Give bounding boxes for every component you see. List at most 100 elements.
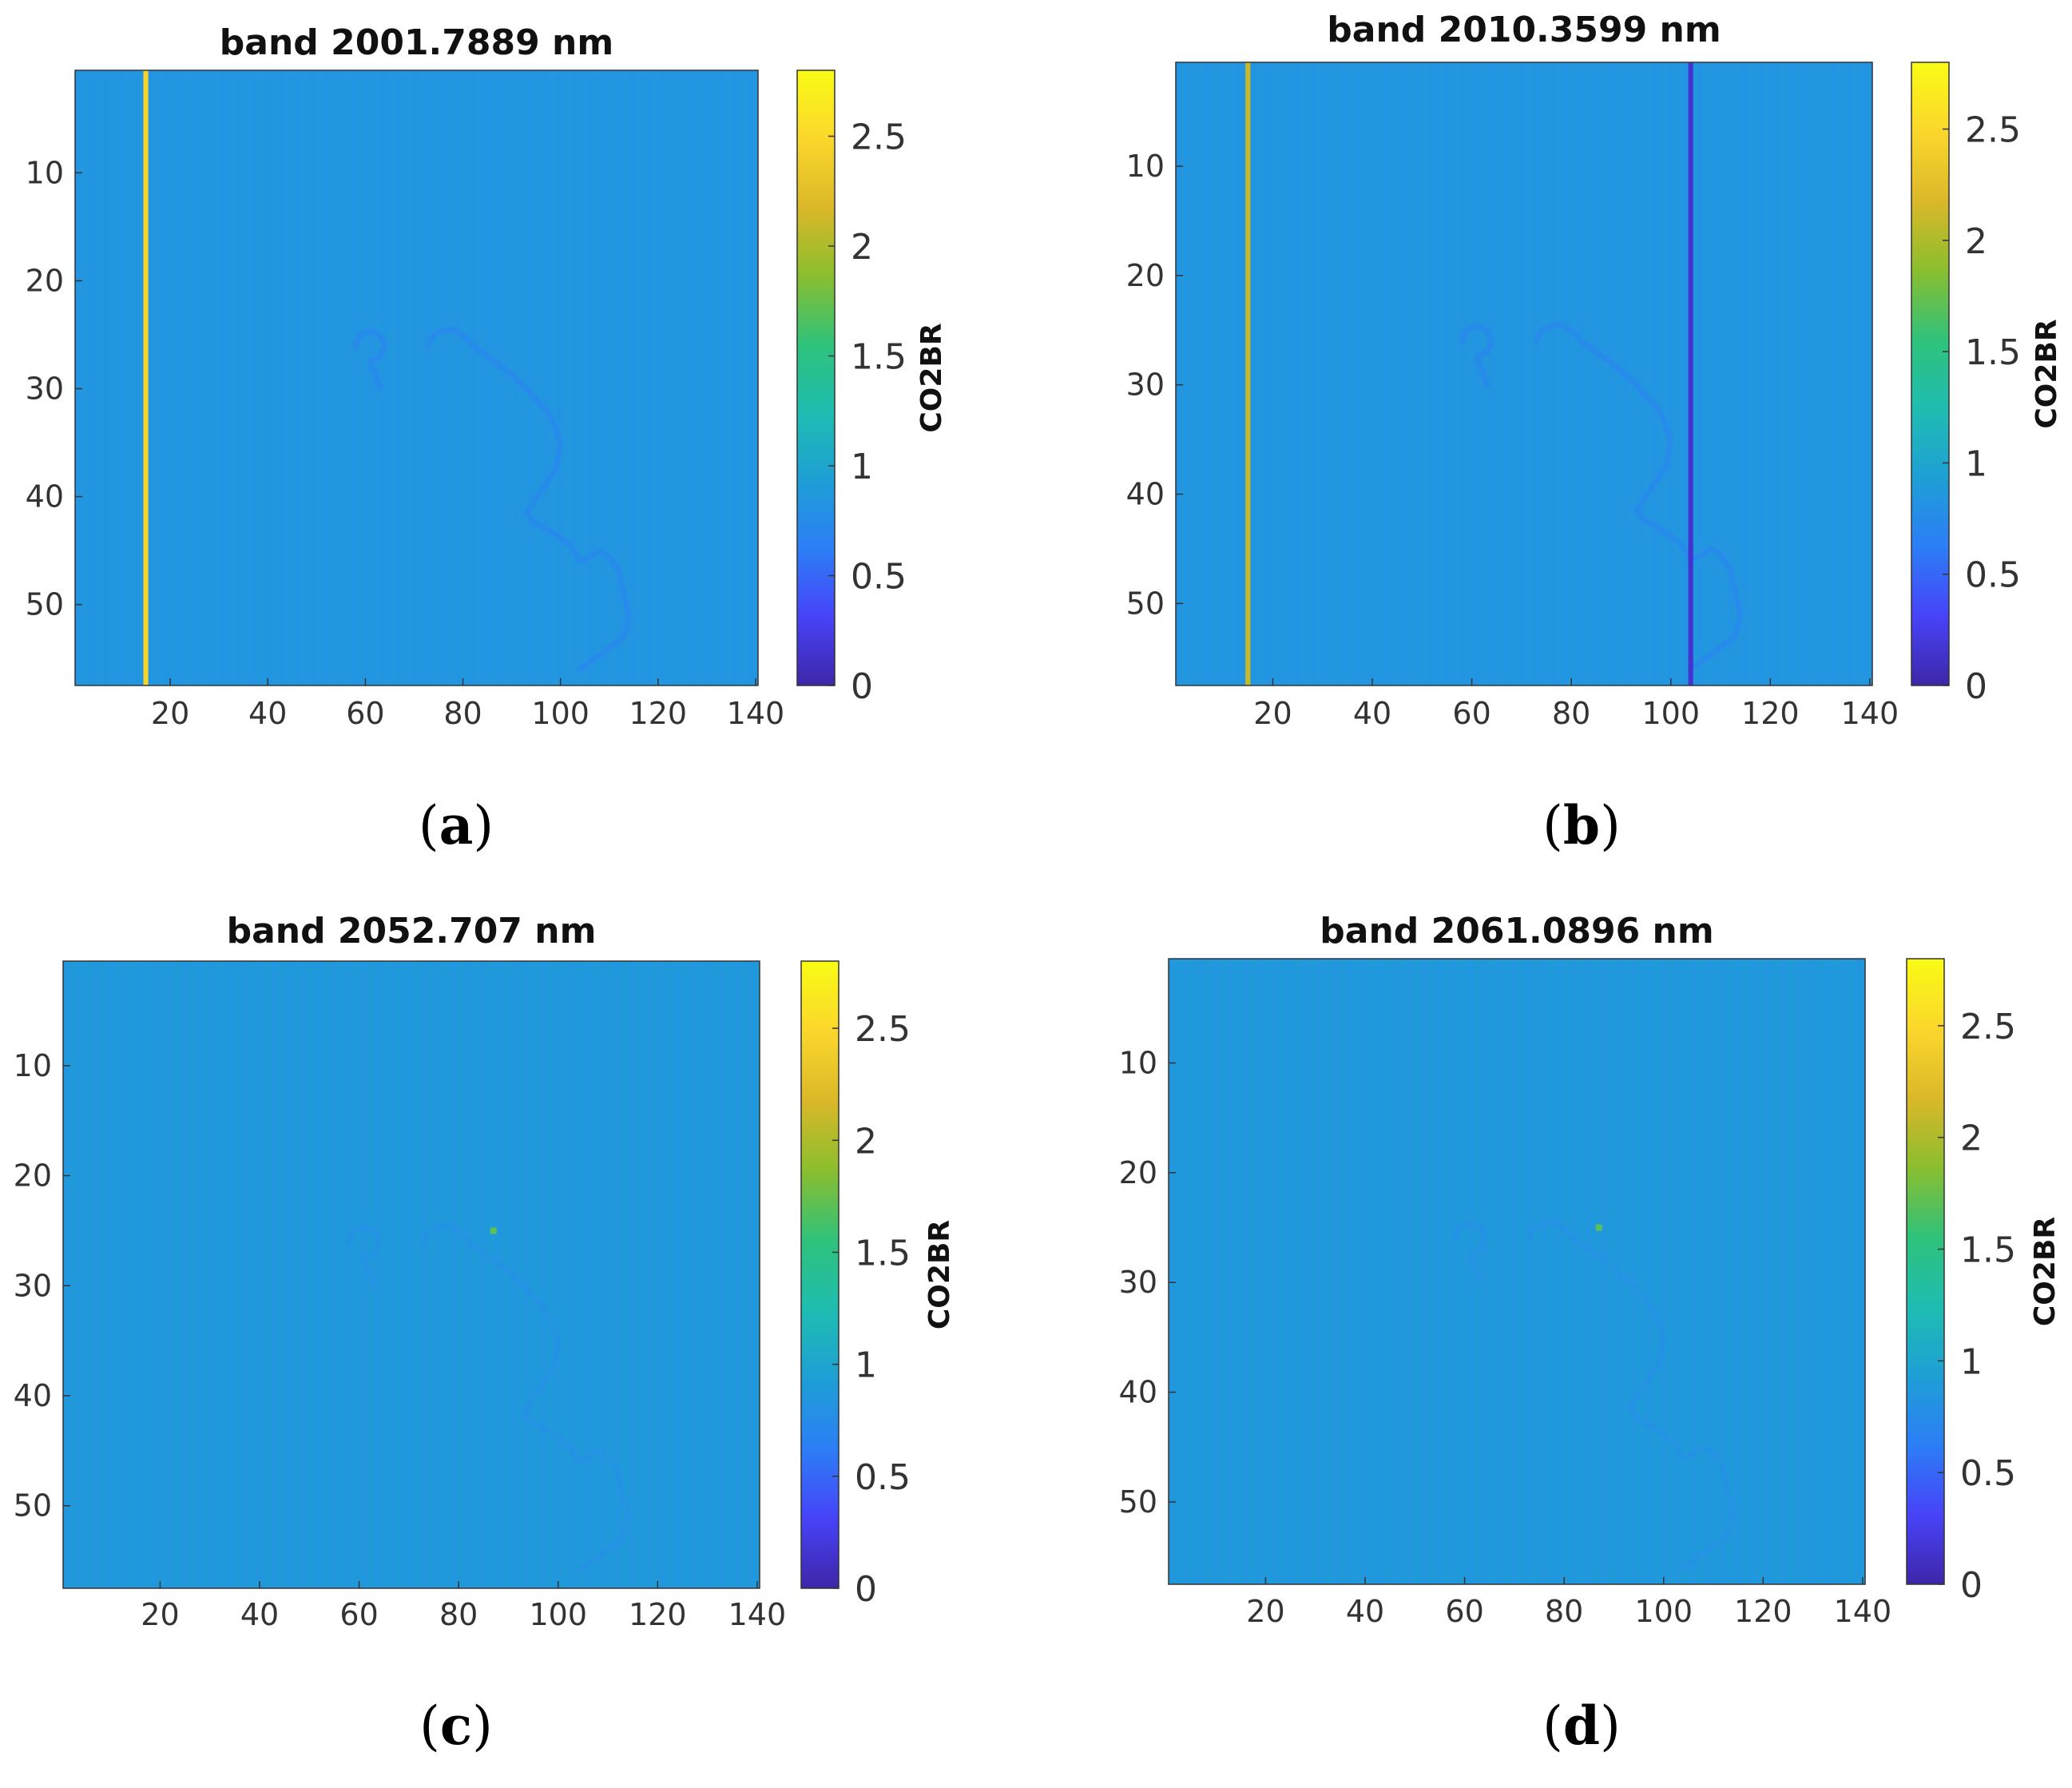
heatmap-stripe — [572, 70, 578, 685]
heatmap-stripe — [250, 70, 256, 685]
heatmap-stripe — [1414, 62, 1420, 685]
hotspot — [1595, 1224, 1602, 1231]
heatmap-stripe — [1638, 62, 1644, 685]
colorbar-tick-label: 0 — [1960, 1565, 1983, 1606]
colorbar-label: CO2BR — [923, 1220, 956, 1329]
heatmap-stripe — [182, 961, 188, 1588]
heatmap-stripe — [1601, 959, 1607, 1584]
heatmap-stripe — [733, 70, 739, 685]
heatmap-stripe — [540, 961, 546, 1588]
heatmap-stripe — [1772, 62, 1778, 685]
heatmap-stripe — [1235, 62, 1240, 685]
caption-letter: c — [440, 1695, 472, 1757]
y-tick-label: 40 — [14, 1378, 52, 1413]
heatmap-stripes — [75, 70, 753, 685]
heatmap-stripe — [441, 70, 447, 685]
heatmap-stripe — [280, 70, 285, 685]
colorbar-tick-label: 0 — [851, 666, 873, 707]
colorbar-tick-label: 1 — [851, 447, 873, 487]
heatmap-stripe — [1399, 62, 1405, 685]
heatmap-stripe — [704, 70, 709, 685]
heatmap-stripe — [1608, 62, 1614, 685]
x-tick-label: 100 — [1641, 696, 1700, 731]
heatmap-stripe — [382, 70, 387, 685]
heatmap-stripe — [361, 961, 367, 1588]
x-tick-label: 100 — [1634, 1594, 1693, 1629]
heatmap-stripe — [615, 961, 621, 1588]
x-tick-label: 20 — [1253, 696, 1292, 731]
heatmap-stripe — [137, 961, 143, 1588]
heatmap-stripe — [1437, 959, 1443, 1584]
heatmap-stripe — [197, 961, 203, 1588]
heatmap-stripe — [1176, 62, 1181, 685]
heatmap-field — [75, 70, 758, 685]
heatmap-stripe — [1743, 62, 1748, 685]
heatmap-stripe — [1489, 62, 1494, 685]
heatmap-stripe — [162, 70, 169, 685]
heatmap-stripe — [631, 70, 637, 685]
heatmap-stripe — [118, 70, 125, 685]
heatmap-stripe — [287, 961, 292, 1588]
heatmap-stripe — [1631, 959, 1637, 1584]
y-tick-label: 10 — [26, 155, 64, 190]
heatmap-stripe — [436, 961, 442, 1588]
x-tick-label: 80 — [1552, 696, 1590, 731]
y-tick-label: 50 — [14, 1488, 52, 1524]
heatmap-stripe — [1340, 62, 1345, 685]
colorbar-tick-label: 1 — [855, 1345, 877, 1386]
heatmap-stripe — [1780, 959, 1786, 1584]
heatmap-stripe — [338, 70, 343, 685]
heatmap-stripe — [397, 70, 403, 685]
panel-title: band 2052.707 nm — [227, 911, 597, 952]
column-anomaly — [143, 70, 149, 685]
heatmap-stripe — [63, 961, 69, 1588]
colorbar-tick-label: 0 — [1965, 666, 1987, 707]
heatmap-stripe — [1586, 959, 1592, 1584]
heatmap-stripe — [1788, 62, 1793, 685]
heatmap-stripe — [558, 70, 563, 685]
heatmap-stripe — [495, 961, 502, 1588]
heatmap-stripe — [1563, 62, 1570, 685]
caption-paren-close: ) — [473, 795, 494, 856]
heatmap-stripe — [1810, 959, 1816, 1584]
x-tick-label: 120 — [1741, 696, 1800, 731]
y-tick-label: 10 — [14, 1048, 52, 1083]
heatmap-stripes — [63, 961, 755, 1588]
heatmap-stripe — [616, 70, 621, 685]
colorbar — [800, 960, 840, 1589]
heatmap-stripe — [720, 961, 725, 1588]
heatmap-stripe — [1750, 959, 1756, 1584]
heatmap-stripe — [1205, 62, 1211, 685]
colorbar-tick-label: 0.5 — [1965, 555, 2021, 596]
heatmap-stripe — [705, 961, 710, 1588]
panel-title: band 2061.0896 nm — [1320, 911, 1713, 952]
column-anomaly — [1688, 62, 1693, 685]
heatmap-stripe — [1757, 62, 1763, 685]
heatmap-stripe — [206, 70, 212, 685]
caption-paren-open: ( — [1542, 795, 1563, 856]
heatmap-stripe — [451, 961, 457, 1588]
x-tick-label: 140 — [1841, 696, 1899, 731]
heatmap-stripe — [104, 70, 109, 685]
heatmap-stripe — [1578, 62, 1584, 685]
x-tick-label: 60 — [1452, 696, 1490, 731]
panel-caption: (a) — [419, 794, 494, 856]
heatmap-stripe — [1221, 62, 1226, 685]
plot-frame — [1175, 62, 1873, 686]
x-tick-label: 60 — [339, 1597, 378, 1632]
colorbar-tick-label: 1.5 — [1965, 332, 2021, 373]
heatmap-stripe — [719, 70, 724, 685]
heatmap-stripe — [1676, 959, 1681, 1584]
heatmap-stripe — [177, 70, 183, 685]
heatmap-stripe — [1369, 62, 1375, 685]
heatmap-stripe — [1534, 62, 1539, 685]
heatmap-stripe — [1265, 62, 1271, 685]
heatmap-stripe — [1243, 959, 1248, 1584]
heatmap-stripe — [221, 70, 227, 685]
heatmap-stripe — [601, 70, 607, 685]
heatmap-stripe — [570, 961, 576, 1588]
y-tick-label: 30 — [1126, 368, 1165, 403]
y-tick-label: 20 — [14, 1158, 52, 1194]
heatmap-stripe — [1429, 62, 1435, 685]
